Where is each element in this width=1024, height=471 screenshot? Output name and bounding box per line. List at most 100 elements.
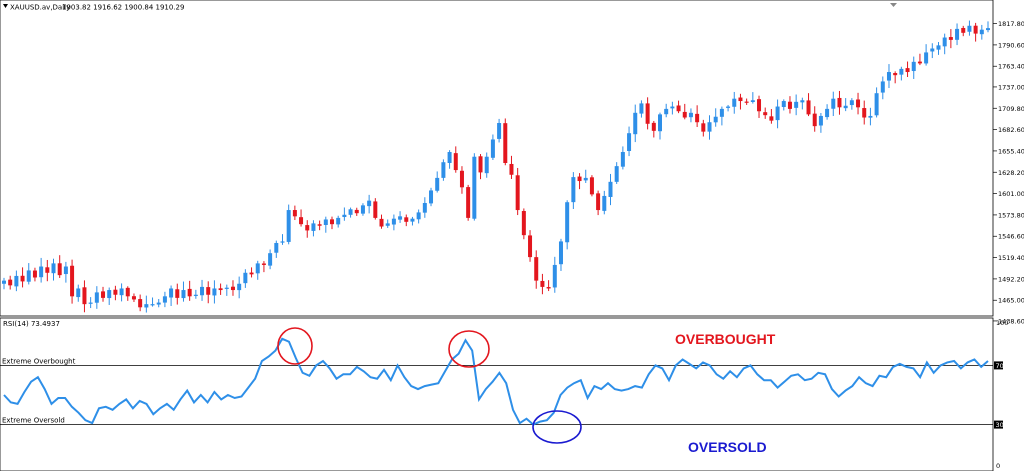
- candle-body: [82, 287, 87, 305]
- candle-body: [528, 235, 533, 258]
- price-axis: 1817.80 1790.60 1763.40 1737.00 1709.80 1682.…: [993, 20, 1024, 325]
- candle-body: [627, 133, 632, 152]
- candle-body: [794, 101, 799, 108]
- candle-body: [63, 266, 68, 275]
- candle-body: [961, 27, 966, 33]
- candle-body: [738, 97, 743, 102]
- candle-body: [664, 108, 669, 115]
- candle-body: [51, 263, 56, 274]
- candle-body: [707, 122, 712, 132]
- candle-body: [942, 37, 947, 47]
- price-tick-label: 1682.60: [998, 126, 1024, 134]
- price-tick-label: 1763.40: [998, 63, 1024, 71]
- candle-body: [633, 112, 638, 135]
- candle-body: [862, 108, 867, 118]
- candle-body: [125, 287, 130, 297]
- symbol-label: XAUUSD.av,Daily: [10, 4, 70, 12]
- candle-body: [336, 217, 341, 225]
- candle-body: [880, 81, 885, 93]
- candle-body: [453, 153, 458, 171]
- rsi-line: [3, 337, 989, 426]
- overbought-circle-1: [277, 327, 313, 365]
- candle-body: [354, 209, 359, 214]
- menu-triangle-icon[interactable]: [3, 4, 8, 8]
- candle-body: [274, 242, 279, 253]
- candle-body: [206, 287, 211, 295]
- price-tick-label: 1817.80: [998, 20, 1024, 28]
- candle-body: [317, 224, 322, 226]
- rsi-level-label: Extreme Overbought: [2, 357, 76, 365]
- candle-body: [200, 286, 205, 296]
- price-tick-label: 1492.20: [998, 275, 1024, 283]
- candle-body: [441, 162, 446, 178]
- candle-body: [930, 48, 935, 52]
- candle-body: [156, 302, 161, 305]
- candle-body: [472, 156, 477, 219]
- price-tick-label: 1573.80: [998, 211, 1024, 219]
- rsi-level-marker-value: 70: [996, 362, 1004, 370]
- candle-body: [360, 205, 365, 214]
- candle-body: [763, 112, 768, 116]
- chart-shift-marker-icon[interactable]: [890, 3, 897, 7]
- candle-body: [917, 61, 922, 64]
- candle-body: [311, 223, 316, 231]
- price-tick-label: 1628.20: [998, 169, 1024, 177]
- rsi-tick-label: 0: [996, 462, 1000, 470]
- price-tick-label: 1546.60: [998, 233, 1024, 241]
- candle-body: [131, 296, 136, 300]
- main-pane-frame: [0, 0, 994, 317]
- candle-body: [422, 202, 427, 213]
- candle-body: [373, 201, 378, 218]
- candle-body: [249, 272, 254, 275]
- candle-body: [856, 99, 861, 108]
- candle-body: [224, 287, 229, 289]
- candle-body: [292, 210, 297, 217]
- overbought-circle-2: [448, 330, 490, 368]
- candle-body: [379, 218, 384, 227]
- rsi-label: RSI(14) 73.4937: [3, 320, 60, 328]
- candle-body: [620, 152, 625, 167]
- candle-body: [521, 211, 526, 236]
- rsi-level-marker-value: 30: [996, 421, 1004, 429]
- candle-body: [558, 241, 563, 265]
- candle-body: [645, 103, 650, 124]
- candle-body: [911, 61, 916, 72]
- candle-body: [218, 288, 223, 291]
- candle-body: [787, 101, 792, 109]
- candle-body: [837, 97, 842, 108]
- candle-body: [416, 212, 421, 220]
- rsi-level-label: Extreme Oversold: [2, 417, 65, 425]
- candle-body: [193, 294, 198, 296]
- candle-body: [237, 283, 242, 291]
- candle-body: [973, 25, 978, 34]
- oversold-circle: [532, 410, 582, 444]
- candle-body: [651, 122, 656, 131]
- candle-body: [750, 100, 755, 102]
- price-tick-label: 1655.40: [998, 147, 1024, 155]
- candle-body: [342, 214, 347, 218]
- price-tick-label: 1737.00: [998, 83, 1024, 91]
- candle-body: [398, 216, 403, 220]
- candle-body: [466, 187, 471, 218]
- candle-body: [144, 304, 149, 308]
- candle-body: [775, 106, 780, 121]
- candle-body: [261, 263, 266, 265]
- candle-body: [255, 263, 260, 274]
- candle-body: [967, 25, 972, 32]
- candle-body: [682, 111, 687, 118]
- candle-body: [26, 270, 31, 282]
- candle-body: [490, 139, 495, 158]
- candle-body: [435, 177, 440, 191]
- candle-body: [330, 219, 334, 225]
- candle-body: [825, 108, 830, 118]
- candle-body: [150, 304, 155, 306]
- candle-body: [571, 177, 576, 203]
- candle-body: [924, 52, 929, 64]
- candle-body: [886, 72, 891, 81]
- price-tick-label: 1519.40: [998, 254, 1024, 262]
- candle-body: [181, 290, 186, 299]
- candle-body: [732, 98, 737, 107]
- rsi-level-marker: [994, 420, 1003, 429]
- candle-body: [540, 280, 545, 287]
